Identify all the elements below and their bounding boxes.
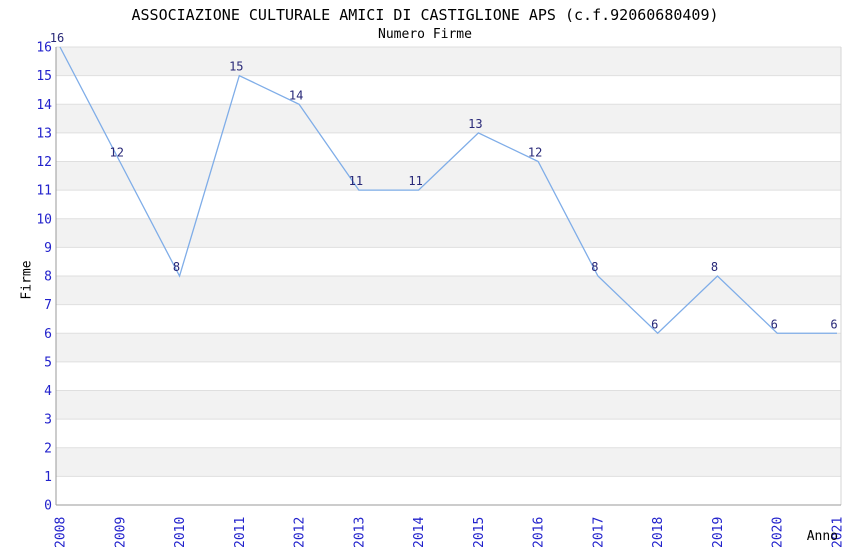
chart-title: ASSOCIAZIONE CULTURALE AMICI DI CASTIGLI… (131, 6, 719, 24)
y-tick-label: 3 (44, 413, 52, 428)
y-tick-label: 2 (44, 441, 52, 456)
x-tick-label: 2010 (173, 517, 188, 548)
y-tick-label: 8 (44, 270, 52, 285)
grid-band (56, 161, 841, 191)
y-tick-label: 12 (36, 155, 52, 170)
x-tick-label: 2018 (651, 517, 666, 548)
data-point-label: 8 (711, 260, 718, 274)
y-tick-label: 5 (44, 355, 52, 370)
y-tick-label: 11 (36, 184, 52, 199)
x-tick-label: 2021 (831, 517, 846, 548)
data-point-label: 16 (50, 31, 64, 45)
grid-band (56, 47, 841, 76)
y-tick-label: 13 (36, 126, 52, 141)
x-tick-label: 2017 (591, 517, 606, 548)
x-tick-label: 2009 (113, 517, 128, 548)
y-tick-label: 4 (44, 384, 52, 399)
x-axis-label: Anno (806, 529, 838, 544)
data-point-label: 6 (771, 317, 778, 331)
data-point-label: 8 (591, 260, 598, 274)
x-tick-label: 2016 (532, 517, 547, 548)
data-point-label: 8 (173, 260, 180, 274)
x-tick-label: 2012 (293, 517, 308, 548)
x-tick-label: 2008 (54, 517, 69, 548)
y-tick-label: 10 (36, 212, 52, 227)
x-tick-label: 2020 (771, 517, 786, 548)
data-point-label: 6 (651, 317, 658, 331)
y-tick-label: 1 (44, 470, 52, 485)
data-point-label: 11 (349, 174, 363, 188)
data-point-label: 15 (229, 60, 243, 74)
grid-band (56, 447, 841, 477)
grid-band (56, 104, 841, 133)
x-tick-label: 2013 (352, 517, 367, 548)
x-tick-label: 2019 (711, 517, 726, 548)
data-point-label: 13 (468, 117, 482, 131)
grid-band (56, 276, 841, 305)
y-tick-label: 14 (36, 98, 52, 113)
x-tick-label: 2011 (233, 517, 248, 548)
grid-band (56, 218, 841, 248)
y-tick-label: 15 (36, 69, 52, 84)
y-tick-label: 9 (44, 241, 52, 256)
data-point-label: 11 (408, 174, 422, 188)
x-tick-label: 2014 (412, 517, 427, 548)
grid-band (56, 333, 841, 362)
chart-subtitle: Numero Firme (378, 27, 472, 42)
y-tick-label: 6 (44, 327, 52, 342)
data-point-label: 12 (110, 146, 124, 160)
data-point-label: 14 (289, 88, 303, 102)
y-tick-label: 7 (44, 298, 52, 313)
y-tick-label: 0 (44, 499, 52, 514)
y-tick-label: 16 (36, 41, 52, 56)
grid-band (56, 390, 841, 420)
data-point-label: 6 (830, 317, 837, 331)
data-point-label: 12 (528, 146, 542, 160)
series-line (59, 46, 837, 335)
x-tick-label: 2015 (472, 517, 487, 548)
y-axis-label: Firme (19, 260, 35, 300)
